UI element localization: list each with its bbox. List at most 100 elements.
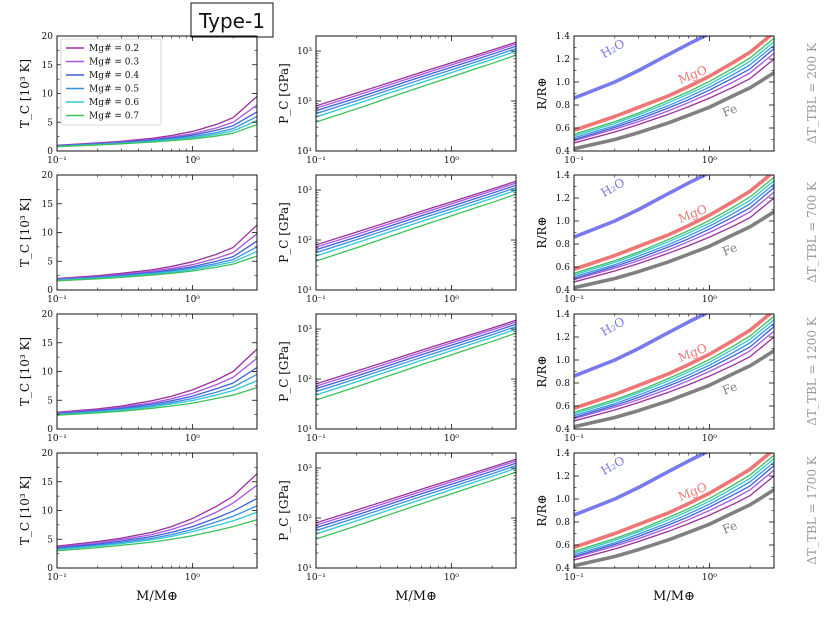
tc-line-2 (57, 357, 257, 414)
pc-line-3 (316, 45, 516, 112)
y-axis-label: P_C [GPa] (277, 480, 291, 541)
x-tick-label: 10⁰ (185, 295, 200, 305)
r-ref-line-3 (574, 71, 774, 151)
pc-line-5 (316, 467, 516, 535)
pc-line-6 (316, 332, 516, 401)
ref-label-3: Fe (720, 518, 739, 537)
y-tick-label: 15 (42, 339, 54, 349)
panel-plot-area (57, 224, 257, 282)
panel-frame (315, 452, 517, 569)
tc-line-4 (57, 373, 257, 415)
r-line-4 (574, 461, 774, 556)
panel-r3-c1: 10⁻¹ 10⁰ 0 5 10 15 20 T_C [10³ K] (18, 310, 258, 444)
y-axis-label: R/R⊕ (535, 355, 549, 387)
y-tick-label: 10² (297, 514, 312, 524)
pc-line-4 (316, 186, 516, 254)
y-tick-label: 1.4 (556, 32, 571, 42)
panel-plot-area (574, 36, 774, 151)
y-tick-label: 10 (42, 229, 54, 239)
legend-label-5: Mg# = 0.6 (89, 98, 139, 108)
y-tick-label: 1.0 (556, 495, 571, 505)
y-axis-label: T_C [10³ K] (18, 337, 32, 406)
x-axis-label: M/M⊕ (395, 589, 437, 604)
tc-line-1 (57, 224, 257, 280)
y-tick-label: 0.4 (556, 286, 571, 296)
panel-plot-area (316, 41, 516, 123)
pc-line-2 (316, 321, 516, 387)
y-axis-label: T_C [10³ K] (18, 59, 32, 128)
tc-line-1 (57, 348, 257, 413)
y-tick-label: 0.8 (556, 240, 571, 250)
y-tick-label: 10³ (297, 325, 312, 335)
panel-frame (315, 313, 517, 430)
pc-line-6 (316, 193, 516, 262)
x-tick-label: 10⁻¹ (564, 156, 584, 166)
tc-line-6 (57, 123, 257, 148)
ref-label-1: H₂O (598, 36, 627, 61)
r-line-2 (574, 469, 774, 559)
tc-line-6 (57, 386, 257, 416)
y-tick-label: 1.4 (556, 310, 571, 320)
legend-label-4: Mg# = 0.5 (89, 85, 139, 95)
pc-line-1 (316, 41, 516, 107)
panel-r2-c2: 10⁻¹ 10⁰ 10¹ 10² 10³ P_C [GPa] (277, 174, 517, 305)
tc-line-6 (57, 255, 257, 282)
y-tick-label: 10¹ (297, 425, 312, 435)
r-ref-line-2 (574, 175, 773, 272)
x-tick-label: 10⁰ (444, 156, 459, 166)
r-ref-line-2 (574, 314, 773, 411)
x-tick-label: 10⁰ (444, 295, 459, 305)
y-tick-label: 1.2 (556, 55, 570, 65)
r-line-6 (574, 454, 774, 552)
y-tick-label: 0.4 (556, 425, 571, 435)
y-tick-label: 0 (47, 286, 53, 296)
figure-title: Type-1 (198, 9, 265, 33)
y-tick-label: 20 (42, 32, 54, 42)
panel-plot-area (574, 314, 774, 429)
r-ref-line-1 (574, 453, 709, 517)
x-tick-label: 10⁻¹ (306, 434, 326, 444)
y-tick-label: 0 (47, 425, 53, 435)
y-tick-label: 0.6 (556, 124, 571, 134)
y-tick-label: 10¹ (297, 286, 312, 296)
pc-line-2 (316, 182, 516, 248)
y-tick-label: 10¹ (297, 564, 312, 574)
y-axis-label: R/R⊕ (535, 494, 549, 526)
ref-label-1: H₂O (598, 453, 627, 478)
y-tick-label: 1.2 (556, 194, 570, 204)
x-tick-label: 10⁰ (702, 156, 717, 166)
x-tick-label: 10⁰ (185, 573, 200, 583)
y-axis-label: T_C [10³ K] (18, 198, 32, 267)
r-line-6 (574, 315, 774, 413)
ref-label-3: Fe (720, 379, 739, 398)
row-label-4: ΔT_TBL = 1700 K (805, 455, 819, 564)
y-tick-label: 15 (42, 61, 54, 71)
panel-frame (315, 35, 517, 152)
pc-line-4 (316, 464, 516, 532)
y-axis-label: P_C [GPa] (277, 202, 291, 263)
pc-line-5 (316, 50, 516, 118)
pc-line-3 (316, 462, 516, 529)
y-tick-label: 0.4 (556, 564, 571, 574)
y-tick-label: 0.8 (556, 518, 571, 528)
x-tick-label: 10⁻¹ (47, 295, 67, 305)
r-line-1 (574, 197, 774, 283)
y-tick-label: 10 (42, 90, 54, 100)
y-tick-label: 10³ (297, 464, 312, 474)
x-tick-label: 10⁰ (702, 295, 717, 305)
legend-box (60, 38, 162, 126)
x-tick-label: 10⁻¹ (306, 156, 326, 166)
x-tick-label: 10⁰ (444, 434, 459, 444)
y-tick-label: 0.4 (556, 147, 571, 157)
r-line-5 (574, 41, 774, 137)
r-line-5 (574, 319, 774, 415)
r-line-3 (574, 465, 774, 558)
panel-r4-c1: 10⁻¹ 10⁰ 0 5 10 15 20 T_C [10³ K] M/M⊕ (18, 449, 258, 604)
r-ref-line-2 (574, 36, 773, 133)
legend: Mg# = 0.2 Mg# = 0.3 Mg# = 0.4 Mg# = 0.5 Mg# … (60, 38, 162, 126)
x-tick-label: 10⁰ (702, 434, 717, 444)
legend-label-1: Mg# = 0.2 (89, 44, 139, 54)
pc-line-6 (316, 471, 516, 540)
x-tick-label: 10⁻¹ (564, 573, 584, 583)
y-axis-label: P_C [GPa] (277, 63, 291, 124)
